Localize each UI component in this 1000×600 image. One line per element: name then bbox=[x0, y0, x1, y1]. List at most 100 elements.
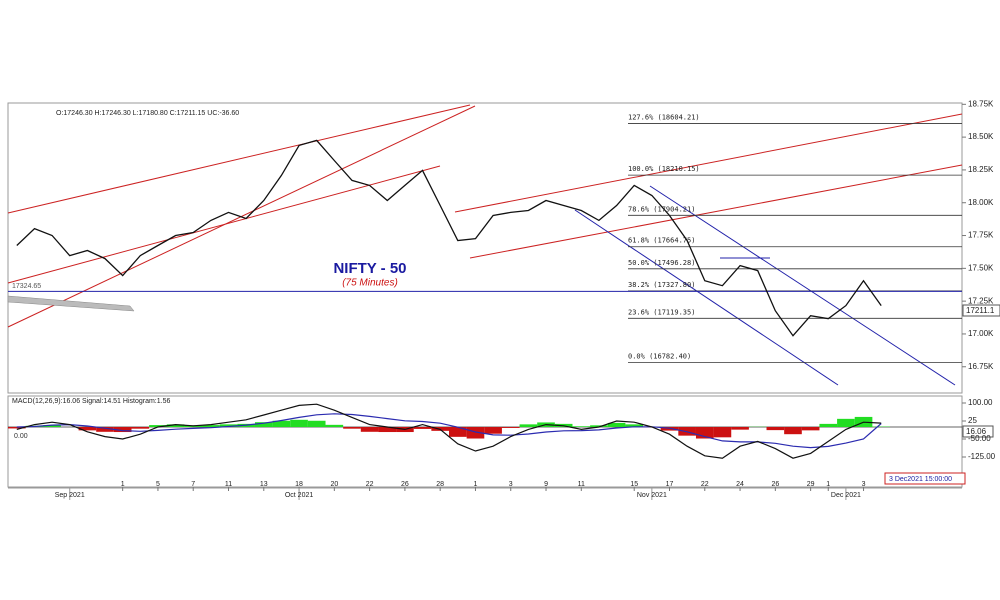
date-label: 3 Dec2021 15:00:00 bbox=[889, 476, 952, 483]
histogram-bar bbox=[43, 425, 61, 427]
x-tick-label: 11 bbox=[578, 481, 585, 488]
histogram-bar bbox=[607, 422, 626, 427]
x-tick-label: 3 bbox=[509, 481, 513, 488]
signal-line bbox=[16, 413, 882, 449]
fib-label: 50.0% (17496.28) bbox=[628, 259, 695, 267]
y-tick-label: 100.00 bbox=[968, 398, 993, 407]
ohlc-header: O:17246.30 H:17246.30 L:17180.80 C:17211… bbox=[56, 110, 239, 117]
fib-label: 23.6% (17119.35) bbox=[628, 308, 695, 316]
last-price-box bbox=[962, 304, 1000, 317]
histogram-bar bbox=[501, 427, 520, 428]
histogram-bar bbox=[254, 422, 273, 427]
price-line bbox=[16, 139, 882, 337]
macd-zero-label: 0.00 bbox=[14, 433, 28, 440]
date-box bbox=[884, 472, 966, 485]
histogram-bar bbox=[113, 427, 132, 433]
x-tick-label: 15 bbox=[630, 481, 638, 488]
histogram-bar bbox=[713, 427, 732, 438]
histogram-bar bbox=[731, 427, 749, 430]
histogram-bar bbox=[695, 427, 714, 439]
x-tick-label: 26 bbox=[401, 481, 409, 488]
histogram-bar bbox=[784, 427, 802, 435]
histogram-bar bbox=[360, 427, 379, 432]
last-macd-box bbox=[962, 425, 994, 438]
histogram-bar bbox=[202, 425, 220, 427]
histogram-bar bbox=[572, 426, 591, 427]
y-tick-label: 17.25K bbox=[968, 296, 994, 305]
x-tick-label: 20 bbox=[330, 481, 338, 488]
x-tick-label: 7 bbox=[191, 481, 195, 488]
x-tick-label: 11 bbox=[225, 481, 232, 488]
histogram-bar bbox=[149, 425, 167, 427]
price-panel bbox=[7, 102, 963, 394]
channel-line bbox=[649, 185, 956, 386]
channel-line bbox=[574, 209, 839, 386]
y-tick-label: 17.75K bbox=[968, 231, 994, 240]
fib-label: 100.0% (18210.15) bbox=[628, 165, 700, 173]
histogram-bar bbox=[96, 427, 114, 432]
channel-line bbox=[7, 104, 471, 214]
channel-line bbox=[469, 164, 963, 259]
x-tick-label: 26 bbox=[771, 481, 779, 488]
macd-header: MACD(12,26,9):16.06 Signal:14.51 Histogr… bbox=[12, 398, 170, 405]
y-tick-label: 17.00K bbox=[968, 329, 994, 338]
fib-label: 0.0% (16782.40) bbox=[628, 353, 691, 361]
histogram-bar bbox=[625, 424, 644, 427]
x-tick-label: 22 bbox=[701, 481, 709, 488]
histogram-bar bbox=[378, 427, 397, 433]
last-price-label: 17211.1 bbox=[966, 306, 995, 315]
histogram-bar bbox=[272, 420, 291, 427]
histogram-bar bbox=[343, 427, 361, 429]
histogram-bar bbox=[837, 418, 855, 427]
histogram-bar bbox=[290, 419, 308, 427]
y-tick-label: 18.75K bbox=[968, 99, 994, 108]
histogram-bar bbox=[484, 427, 502, 434]
channel-line bbox=[454, 113, 963, 213]
fib-label: 38.2% (17327.80) bbox=[628, 281, 695, 289]
y-tick-label: -50.00 bbox=[968, 434, 991, 443]
x-tick-label: 9 bbox=[544, 481, 548, 488]
channels bbox=[7, 104, 963, 386]
y-tick-label: 18.25K bbox=[968, 165, 994, 174]
month-label: Dec 2021 bbox=[831, 492, 861, 499]
fib-label: 78.6% (17904.21) bbox=[628, 205, 695, 213]
histogram-bar bbox=[8, 427, 26, 429]
histogram-bar bbox=[766, 427, 785, 431]
histogram-bar bbox=[413, 427, 432, 429]
last-macd-label: 16.06 bbox=[966, 427, 987, 436]
x-tick-label: 3 bbox=[862, 481, 866, 488]
histogram-bar bbox=[449, 427, 467, 437]
wedge bbox=[7, 295, 135, 312]
chart-subtitle: (75 Minutes) bbox=[342, 278, 398, 289]
x-tick-label: 1 bbox=[826, 481, 830, 488]
x-tick-label: 22 bbox=[366, 481, 374, 488]
macd-panel bbox=[7, 395, 963, 488]
histogram-bar bbox=[466, 427, 485, 439]
y-tick-label: 17.50K bbox=[968, 263, 994, 272]
x-tick-label: 13 bbox=[260, 481, 268, 488]
x-tick-label: 17 bbox=[666, 481, 674, 488]
chart-title: NIFTY - 50 bbox=[333, 260, 406, 277]
histogram-bar bbox=[131, 427, 150, 429]
macd-line bbox=[16, 403, 882, 459]
y-tick-label: 18.50K bbox=[968, 132, 994, 141]
y-tick-label: 18.00K bbox=[968, 198, 994, 207]
month-label: Oct 2021 bbox=[285, 492, 314, 499]
histogram-bar bbox=[78, 427, 97, 431]
x-tick-label: 1 bbox=[121, 481, 125, 488]
histogram-bar bbox=[519, 424, 538, 427]
y-tick-label: 16.75K bbox=[968, 362, 994, 371]
histogram-bar bbox=[219, 424, 238, 427]
x-tick-label: 18 bbox=[295, 481, 303, 488]
reference-label: 17324.65 bbox=[12, 283, 41, 290]
x-tick-label: 28 bbox=[436, 481, 444, 488]
x-tick-label: 24 bbox=[736, 481, 744, 488]
fib-label: 127.6% (18604.21) bbox=[628, 113, 700, 121]
fib-label: 61.8% (17664.75) bbox=[628, 237, 695, 245]
histogram-bar bbox=[166, 424, 185, 427]
histogram-bar bbox=[307, 420, 326, 427]
x-tick-label: 1 bbox=[474, 481, 478, 488]
histogram-bar bbox=[590, 425, 608, 427]
month-label: Sep 2021 bbox=[55, 492, 85, 499]
